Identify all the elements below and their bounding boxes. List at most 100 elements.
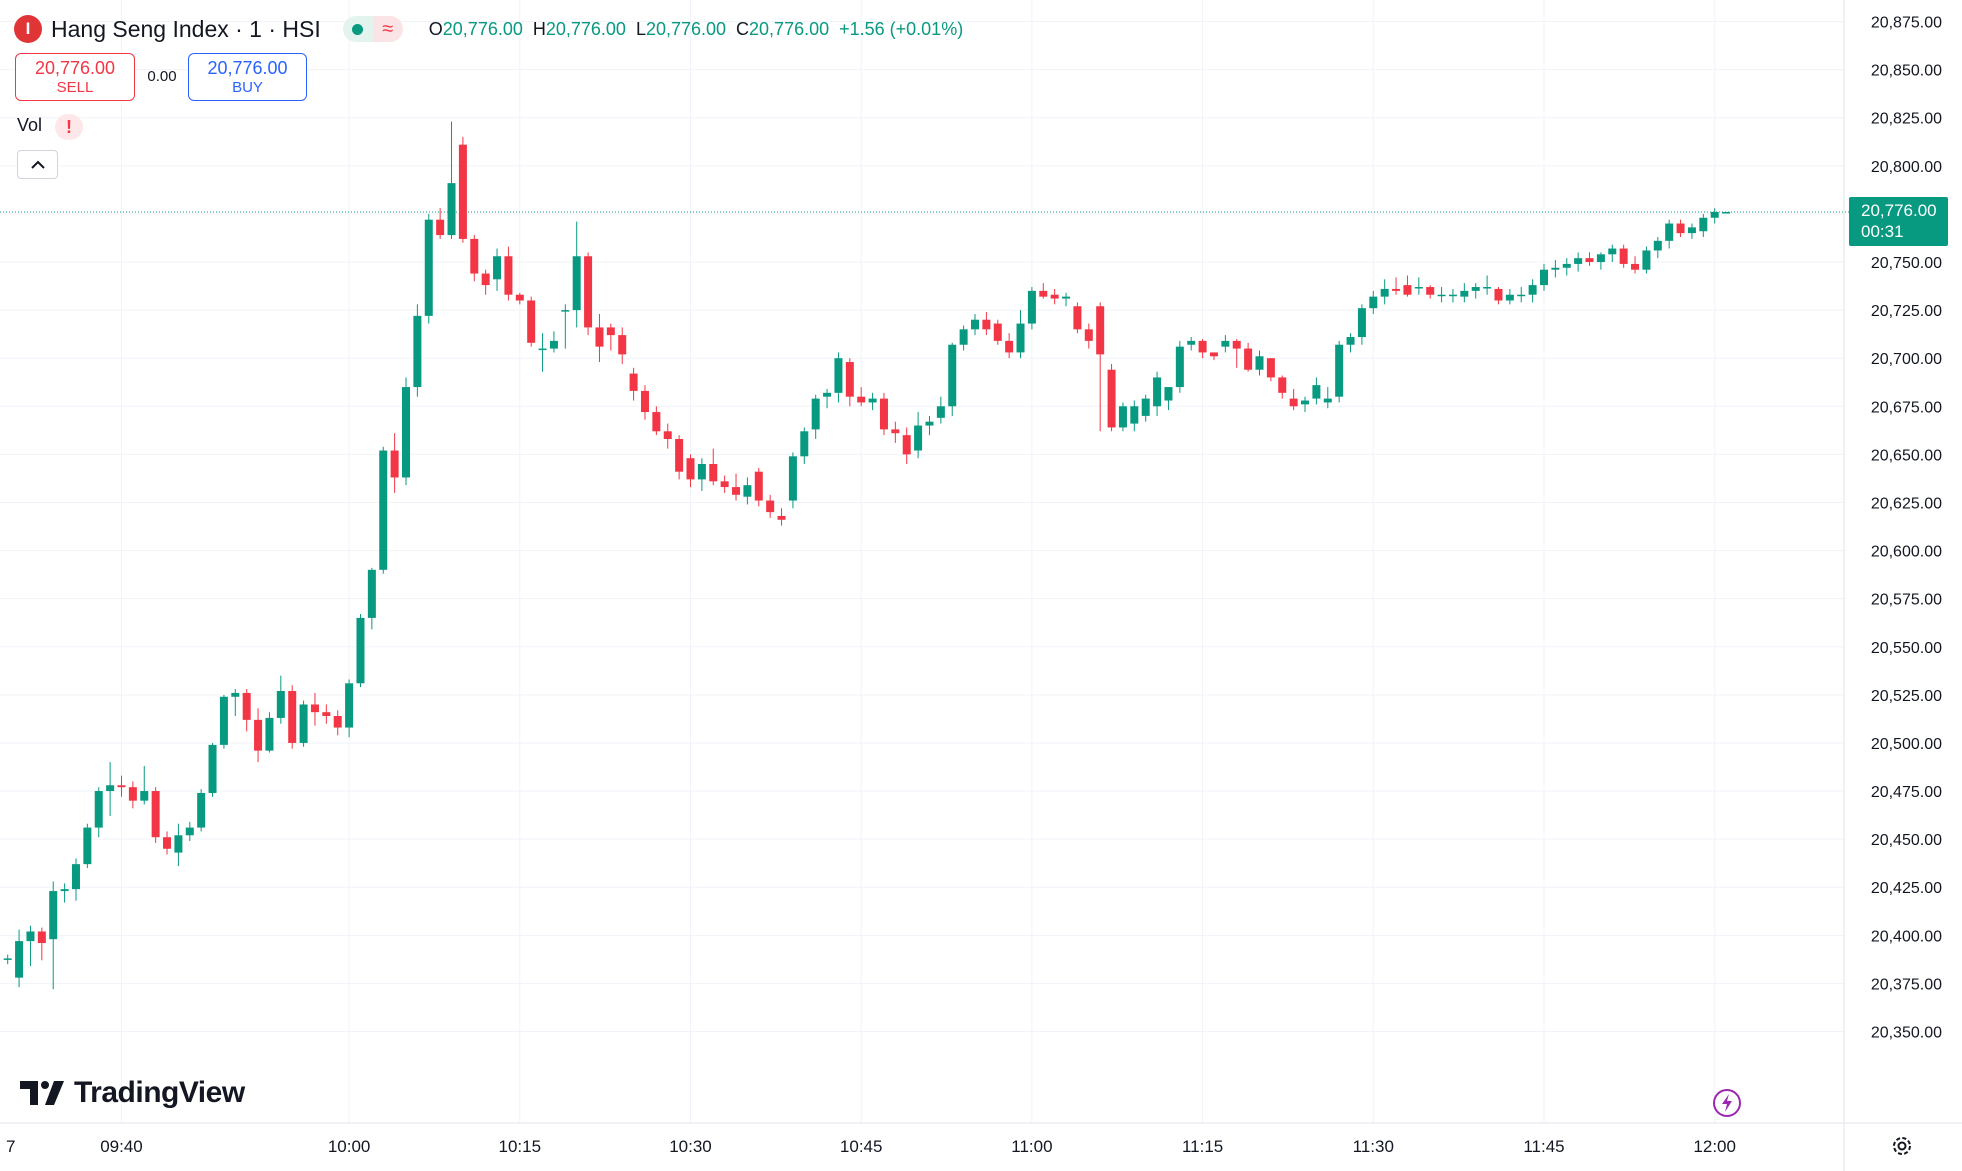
x-tick-label: 12:00 (1693, 1137, 1736, 1156)
candle-body (1050, 294, 1059, 299)
candle-body (1448, 294, 1457, 297)
candle-body (83, 827, 92, 865)
y-tick-label: 20,675.00 (1871, 399, 1942, 416)
candle-body (800, 431, 809, 457)
candle-body (902, 435, 911, 455)
candle-body (310, 704, 319, 713)
high-value: 20,776.00 (545, 18, 626, 39)
candle-body (1346, 337, 1355, 345)
candle-body (94, 791, 103, 828)
candle-body (1699, 217, 1708, 232)
candle-body (1221, 340, 1230, 347)
y-tick-label: 20,650.00 (1871, 447, 1942, 464)
candle-body (891, 429, 900, 434)
candle-body (1608, 248, 1617, 255)
y-tick-label: 20,600.00 (1871, 544, 1942, 561)
candle-body (458, 144, 467, 239)
buy-price: 20,776.00 (207, 58, 288, 78)
candle-body (618, 335, 627, 355)
candle-body (26, 931, 35, 942)
candle-body (424, 219, 433, 316)
candle-body (197, 792, 206, 828)
candle-body (413, 315, 422, 388)
lightning-icon[interactable] (1712, 1088, 1742, 1118)
collapse-legend-button[interactable] (17, 150, 58, 179)
candle-body (436, 219, 445, 236)
open-value: 20,776.00 (442, 18, 523, 39)
candle-body (845, 362, 854, 397)
close-value: 20,776.00 (749, 18, 830, 39)
candle-body (1175, 346, 1184, 388)
tradingview-logo[interactable]: TradingView (20, 1076, 245, 1110)
y-tick-label: 20,750.00 (1871, 255, 1942, 272)
candle-body (515, 294, 524, 301)
candle-body (1540, 269, 1548, 286)
candle-body (1574, 258, 1583, 264)
candle-body (663, 431, 672, 439)
candle-body (1187, 340, 1196, 345)
candle-body (1710, 211, 1719, 218)
y-tick-label: 20,450.00 (1871, 832, 1942, 849)
market-status[interactable]: ≈ (342, 16, 403, 42)
candle-body (60, 889, 69, 892)
y-tick-label: 20,825.00 (1871, 111, 1942, 128)
settings-gear-icon[interactable] (1890, 1134, 1914, 1158)
candle-body (914, 425, 923, 451)
candle-body (584, 256, 593, 328)
candle-body (1414, 287, 1423, 289)
candle-body (151, 791, 160, 838)
candle-body (288, 691, 297, 743)
candle-body (1619, 248, 1628, 264)
candle-body (299, 704, 308, 743)
volume-warning-icon[interactable]: ! (55, 114, 83, 140)
low-value: 20,776.00 (645, 18, 727, 39)
x-tick-label: 11:00 (1011, 1137, 1052, 1156)
candle-body (629, 373, 638, 391)
candle-body (367, 569, 376, 618)
candle-body (1562, 263, 1571, 268)
y-tick-label: 20,800.00 (1871, 159, 1942, 176)
candle-body (925, 421, 934, 426)
high-label: H (532, 18, 546, 39)
candle-body (208, 744, 217, 793)
candle-body (1653, 240, 1662, 251)
delayed-data-icon[interactable]: ≈ (372, 16, 403, 42)
candle-body (231, 692, 240, 697)
candle-body (390, 450, 399, 478)
candle-body (1596, 254, 1605, 263)
candle-body (1005, 340, 1014, 353)
candle-body (1062, 296, 1071, 299)
candle-body (1289, 398, 1298, 407)
sell-button[interactable]: 20,776.00 SELL (15, 53, 135, 101)
candle-body (402, 387, 410, 478)
symbol-title[interactable]: Hang Seng Index · 1 · HSI (51, 15, 321, 42)
sell-price: 20,776.00 (34, 58, 116, 78)
candle-body (697, 464, 706, 480)
candle-body (527, 300, 536, 343)
candle-body (117, 785, 126, 788)
candle-body (71, 864, 80, 890)
candle-body (1460, 290, 1469, 297)
candle-body (879, 398, 888, 430)
y-tick-label: 20,625.00 (1871, 495, 1942, 512)
candle-body (265, 717, 274, 751)
candle-body (1323, 398, 1332, 403)
candle-body (720, 481, 729, 488)
buy-button[interactable]: 20,776.00 BUY (188, 53, 307, 101)
candle-body (1369, 296, 1378, 309)
bar-countdown: 00:31 (1861, 222, 1904, 241)
y-tick-label: 20,550.00 (1871, 640, 1942, 657)
candle-body (1517, 294, 1526, 297)
y-tick-label: 20,525.00 (1871, 688, 1942, 705)
candle-body (1130, 406, 1139, 424)
candle-body (652, 412, 661, 432)
market-open-icon[interactable] (342, 16, 373, 42)
x-tick-label: 10:15 (499, 1137, 542, 1156)
candle-body (857, 396, 866, 403)
y-tick-label: 20,875.00 (1871, 15, 1942, 32)
volume-label[interactable]: Vol (17, 115, 43, 135)
candle-body (1380, 288, 1389, 297)
candle-body (1039, 290, 1048, 297)
candle-body (777, 515, 786, 520)
